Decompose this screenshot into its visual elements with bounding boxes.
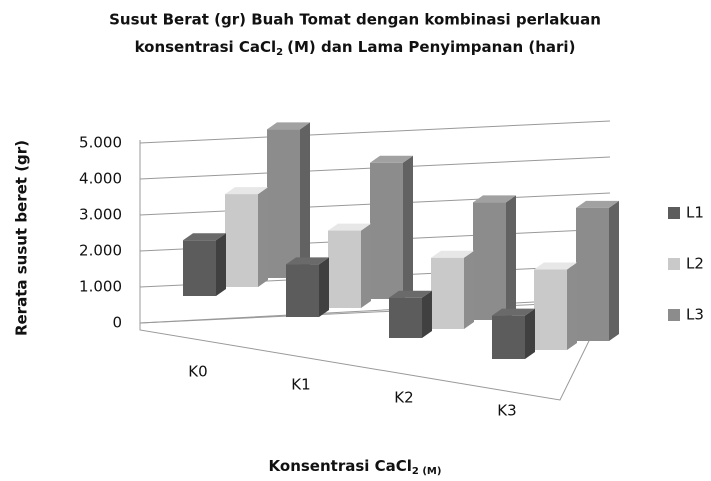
bar <box>389 297 422 338</box>
legend-swatch <box>668 309 680 321</box>
bar-top <box>183 233 226 241</box>
x-tick-label: K3 <box>497 402 516 420</box>
x-axis-title: Konsentrasi CaCl2 (M) <box>269 457 442 478</box>
x-title-part: Konsentrasi CaCl <box>269 457 412 475</box>
y-tick-label: 0 <box>112 314 122 332</box>
bar <box>431 257 464 329</box>
y-tick-label: 1.000 <box>79 278 122 296</box>
bar <box>328 230 361 308</box>
bar <box>370 162 403 299</box>
bar-top <box>576 200 619 208</box>
bar <box>183 240 216 296</box>
bar <box>286 264 319 317</box>
title-sub: 2 <box>276 47 283 58</box>
bar-top <box>492 308 535 316</box>
grid-line <box>139 300 611 324</box>
bar-side <box>609 200 619 341</box>
bar <box>534 269 567 350</box>
bar-top <box>431 250 474 258</box>
bar-side <box>300 122 310 278</box>
bar-side <box>567 262 577 350</box>
y-tick-label: 3.000 <box>79 206 122 224</box>
bar-top <box>389 290 432 298</box>
bar-side <box>422 290 432 338</box>
title-part: (M) dan Lama Penyimpanan (hari) <box>287 38 575 56</box>
bar-side <box>403 155 413 299</box>
bar-top <box>286 257 329 265</box>
bar <box>225 194 258 287</box>
bar-top <box>534 262 577 270</box>
bar-side <box>361 223 371 308</box>
bar <box>267 129 300 278</box>
bar-side <box>464 250 474 329</box>
legend-label: L1 <box>686 204 704 222</box>
bar-top <box>328 223 371 231</box>
legend-label: L2 <box>686 255 704 273</box>
bar <box>576 207 609 341</box>
x-tick-label: K1 <box>291 376 310 394</box>
legend-label: L3 <box>686 306 704 324</box>
bar-side <box>258 187 268 287</box>
y-axis-title: Rerata susut beret (gr) <box>13 140 31 336</box>
y-tick-label: 2.000 <box>79 242 122 260</box>
y-tick-label: 4.000 <box>79 170 122 188</box>
bar-top <box>473 195 516 203</box>
chart-title: konsentrasi CaCl2 (M) dan Lama Penyimpana… <box>135 38 576 59</box>
legend-swatch <box>668 258 680 270</box>
x-tick-label: K2 <box>394 389 413 407</box>
bar-side <box>506 195 516 320</box>
chart-title: Susut Berat (gr) Buah Tomat dengan kombi… <box>109 11 601 29</box>
x-title-sub: 2 (M) <box>412 466 442 477</box>
bar <box>473 202 506 320</box>
bar <box>492 315 525 359</box>
legend-swatch <box>668 207 680 219</box>
bar-side <box>216 233 226 296</box>
y-tick-label: 5.000 <box>79 134 122 152</box>
grid-line <box>139 120 611 144</box>
bar-top <box>267 122 310 130</box>
title-part: konsentrasi CaCl <box>135 38 277 56</box>
bar-top <box>225 187 268 195</box>
bar-side <box>525 308 535 359</box>
x-tick-label: K0 <box>188 363 207 381</box>
bar-side <box>319 257 329 317</box>
bar-top <box>370 155 413 163</box>
